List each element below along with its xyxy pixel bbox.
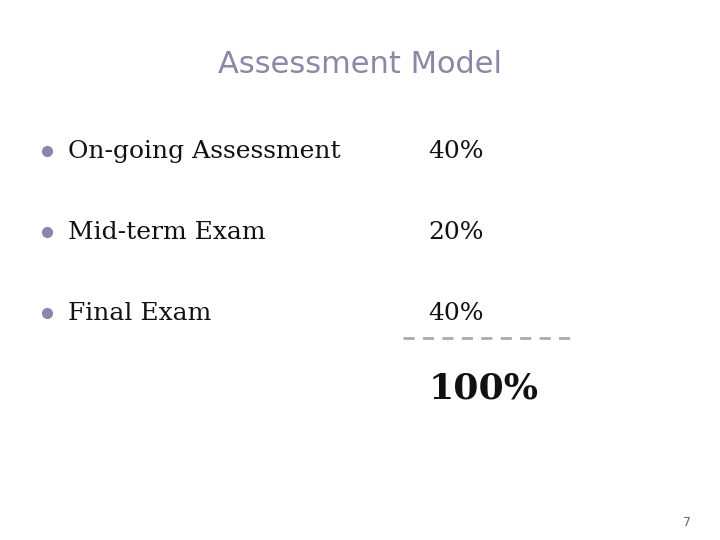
Text: Mid-term Exam: Mid-term Exam xyxy=(68,221,266,244)
Text: Assessment Model: Assessment Model xyxy=(218,50,502,79)
Text: 100%: 100% xyxy=(428,372,539,406)
Text: Final Exam: Final Exam xyxy=(68,302,212,325)
Text: On-going Assessment: On-going Assessment xyxy=(68,140,341,163)
Text: 40%: 40% xyxy=(428,140,484,163)
Text: 7: 7 xyxy=(683,516,691,529)
Text: 40%: 40% xyxy=(428,302,484,325)
Text: 20%: 20% xyxy=(428,221,484,244)
